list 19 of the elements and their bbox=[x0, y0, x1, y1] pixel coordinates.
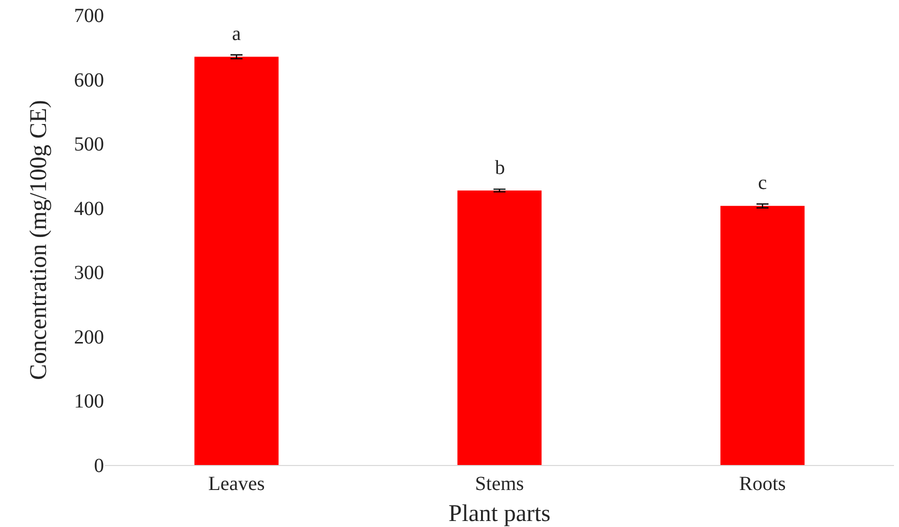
x-tick-label: Roots bbox=[739, 473, 786, 495]
annotation: c bbox=[758, 172, 767, 194]
x-tick-label: Leaves bbox=[208, 473, 266, 495]
bar bbox=[457, 190, 542, 465]
y-tick-label: 0 bbox=[94, 455, 104, 477]
y-tick-label: 600 bbox=[74, 69, 104, 92]
y-tick-label: 400 bbox=[74, 198, 104, 220]
x-axis-title: Plant parts bbox=[448, 501, 550, 527]
y-axis-title: Concentration (mg/100g CE) bbox=[26, 100, 52, 380]
bar bbox=[720, 206, 805, 465]
y-tick-label: 200 bbox=[74, 326, 104, 348]
annotation: b bbox=[495, 157, 505, 179]
y-tick-label: 700 bbox=[74, 5, 104, 27]
annotation: a bbox=[232, 23, 241, 45]
y-tick-label: 500 bbox=[74, 134, 104, 156]
y-tick-label: 300 bbox=[74, 262, 104, 284]
x-tick-label: Stems bbox=[475, 473, 524, 495]
y-tick-label: 100 bbox=[74, 390, 104, 413]
bar bbox=[194, 56, 279, 465]
